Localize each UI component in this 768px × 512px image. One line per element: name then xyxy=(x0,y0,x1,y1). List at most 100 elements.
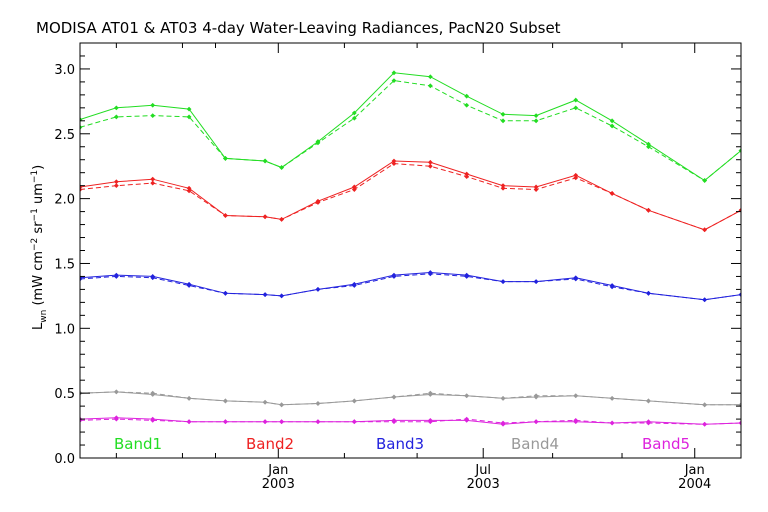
data-point-band4-dashed xyxy=(186,395,192,401)
data-point-band2-dashed xyxy=(391,161,397,167)
data-point-band5-dashed xyxy=(351,419,357,425)
data-point-band5-dashed xyxy=(391,419,397,425)
data-point-band2-dashed xyxy=(533,187,539,192)
data-point-band1-solid xyxy=(533,113,539,119)
legend: Band1 Band2 Band3 Band4 Band5 xyxy=(114,435,690,453)
data-point-band3-dashed xyxy=(738,292,741,297)
data-point-band3-dashed xyxy=(150,275,156,281)
data-point-band1-dashed xyxy=(609,123,615,129)
data-point-band2-solid xyxy=(533,184,539,190)
data-point-band2-dashed xyxy=(315,200,321,205)
data-point-band5-dashed xyxy=(223,419,228,425)
data-point-band5-dashed xyxy=(427,419,433,425)
data-point-band1-solid xyxy=(113,105,119,111)
data-point-band1-solid xyxy=(573,97,579,103)
legend-entry-band2: Band2 xyxy=(246,435,294,453)
data-point-band1-dashed xyxy=(315,140,321,146)
data-point-band5-dashed xyxy=(702,421,708,427)
data-point-band1-dashed xyxy=(223,156,228,161)
data-point-band1-dashed xyxy=(279,165,285,170)
data-point-band1-solid xyxy=(609,118,615,124)
data-point-band1-solid xyxy=(646,141,651,147)
data-point-band1-solid xyxy=(391,70,397,76)
data-point-band2-dashed xyxy=(262,214,268,220)
series-line-band3-solid xyxy=(80,271,741,301)
data-point-band2-solid xyxy=(464,171,470,177)
data-point-band2-solid xyxy=(351,184,357,190)
data-point-band1-solid xyxy=(464,93,470,99)
data-point-band1-dashed xyxy=(150,113,156,119)
data-point-band2-dashed xyxy=(186,188,192,194)
y-axis-label: Lwn (mW cm−2 sr−1 um−1) xyxy=(30,165,49,330)
data-point-band5-dashed xyxy=(279,419,285,425)
series-line-band2-solid xyxy=(80,160,741,231)
data-point-band2-dashed xyxy=(223,213,228,218)
data-point-band4-dashed xyxy=(279,402,285,408)
data-point-band1-solid xyxy=(186,106,192,112)
data-point-band4-dashed xyxy=(464,393,470,399)
data-point-band4-dashed xyxy=(223,398,228,404)
data-point-band4-dashed xyxy=(262,399,268,405)
series-line-band4-solid xyxy=(80,391,741,406)
series-line-band1-dashed xyxy=(80,80,741,182)
data-point-band2-dashed xyxy=(351,187,357,192)
axes: 0.00.51.01.52.02.53.0Jan2003Jul2003Jan20… xyxy=(54,42,742,492)
data-point-band5-dashed xyxy=(609,420,615,426)
data-point-band2-dashed xyxy=(702,227,708,233)
data-point-band3-dashed xyxy=(80,276,83,282)
data-point-band4-dashed xyxy=(646,398,651,404)
data-point-band2-dashed xyxy=(609,191,615,196)
plot-area xyxy=(80,70,741,427)
chart-title: MODISA AT01 & AT03 4-day Water-Leaving R… xyxy=(36,19,561,37)
data-point-band1-dashed xyxy=(464,102,470,108)
data-point-band3-dashed xyxy=(500,279,506,285)
data-point-band5-dashed xyxy=(646,420,651,426)
legend-entry-band5: Band5 xyxy=(642,435,690,453)
data-point-band1-dashed xyxy=(427,83,433,89)
data-point-band1-solid xyxy=(150,102,156,108)
data-point-band5-dashed xyxy=(464,416,470,422)
x-tick-year: 2003 xyxy=(467,477,500,492)
data-point-band2-dashed xyxy=(113,183,119,189)
data-point-band4-dashed xyxy=(609,395,615,401)
data-point-band4-dashed xyxy=(113,389,119,395)
data-point-band1-solid xyxy=(500,111,506,117)
data-point-band5-dashed xyxy=(573,417,579,423)
data-point-band5-dashed xyxy=(738,420,741,426)
data-point-band4-dashed xyxy=(351,398,357,404)
data-point-band5-dashed xyxy=(262,419,268,425)
data-point-band2-dashed xyxy=(279,216,285,222)
x-tick-month: Jul xyxy=(474,463,491,478)
data-point-band2-dashed xyxy=(464,174,470,179)
x-tick-month: Jan xyxy=(684,463,705,478)
data-point-band5-dashed xyxy=(500,420,506,426)
x-tick-year: 2003 xyxy=(262,477,295,492)
y-tick-label: 0.5 xyxy=(54,387,75,402)
data-point-band4-dashed xyxy=(315,401,321,406)
data-point-band1-dashed xyxy=(533,118,539,124)
series-line-band2-dashed xyxy=(80,163,741,231)
data-point-band2-solid xyxy=(427,159,433,165)
data-point-band5-dashed xyxy=(150,417,156,423)
data-point-band2-solid xyxy=(391,158,397,164)
data-point-band4-dashed xyxy=(573,393,579,399)
data-point-band2-dashed xyxy=(427,163,433,169)
x-tick-year: 2004 xyxy=(678,477,711,492)
data-point-band1-solid xyxy=(427,74,433,80)
data-point-band2-dashed xyxy=(573,175,579,181)
data-point-band3-dashed xyxy=(223,290,228,296)
data-point-band2-dashed xyxy=(646,207,651,213)
data-point-band1-dashed xyxy=(186,114,192,120)
data-point-band4-dashed xyxy=(533,393,539,399)
data-point-band3-dashed xyxy=(646,290,651,296)
data-point-band3-dashed xyxy=(573,276,579,282)
y-tick-label: 1.5 xyxy=(54,257,75,272)
data-point-band3-dashed xyxy=(113,274,119,279)
data-point-band3-dashed xyxy=(262,292,268,297)
series-group xyxy=(80,70,741,427)
legend-entry-band4: Band4 xyxy=(511,435,559,453)
data-point-band5-dashed xyxy=(315,419,321,425)
data-point-band5-dashed xyxy=(533,419,539,425)
data-point-band2-solid xyxy=(150,176,156,182)
data-point-band2-dashed xyxy=(80,187,83,192)
